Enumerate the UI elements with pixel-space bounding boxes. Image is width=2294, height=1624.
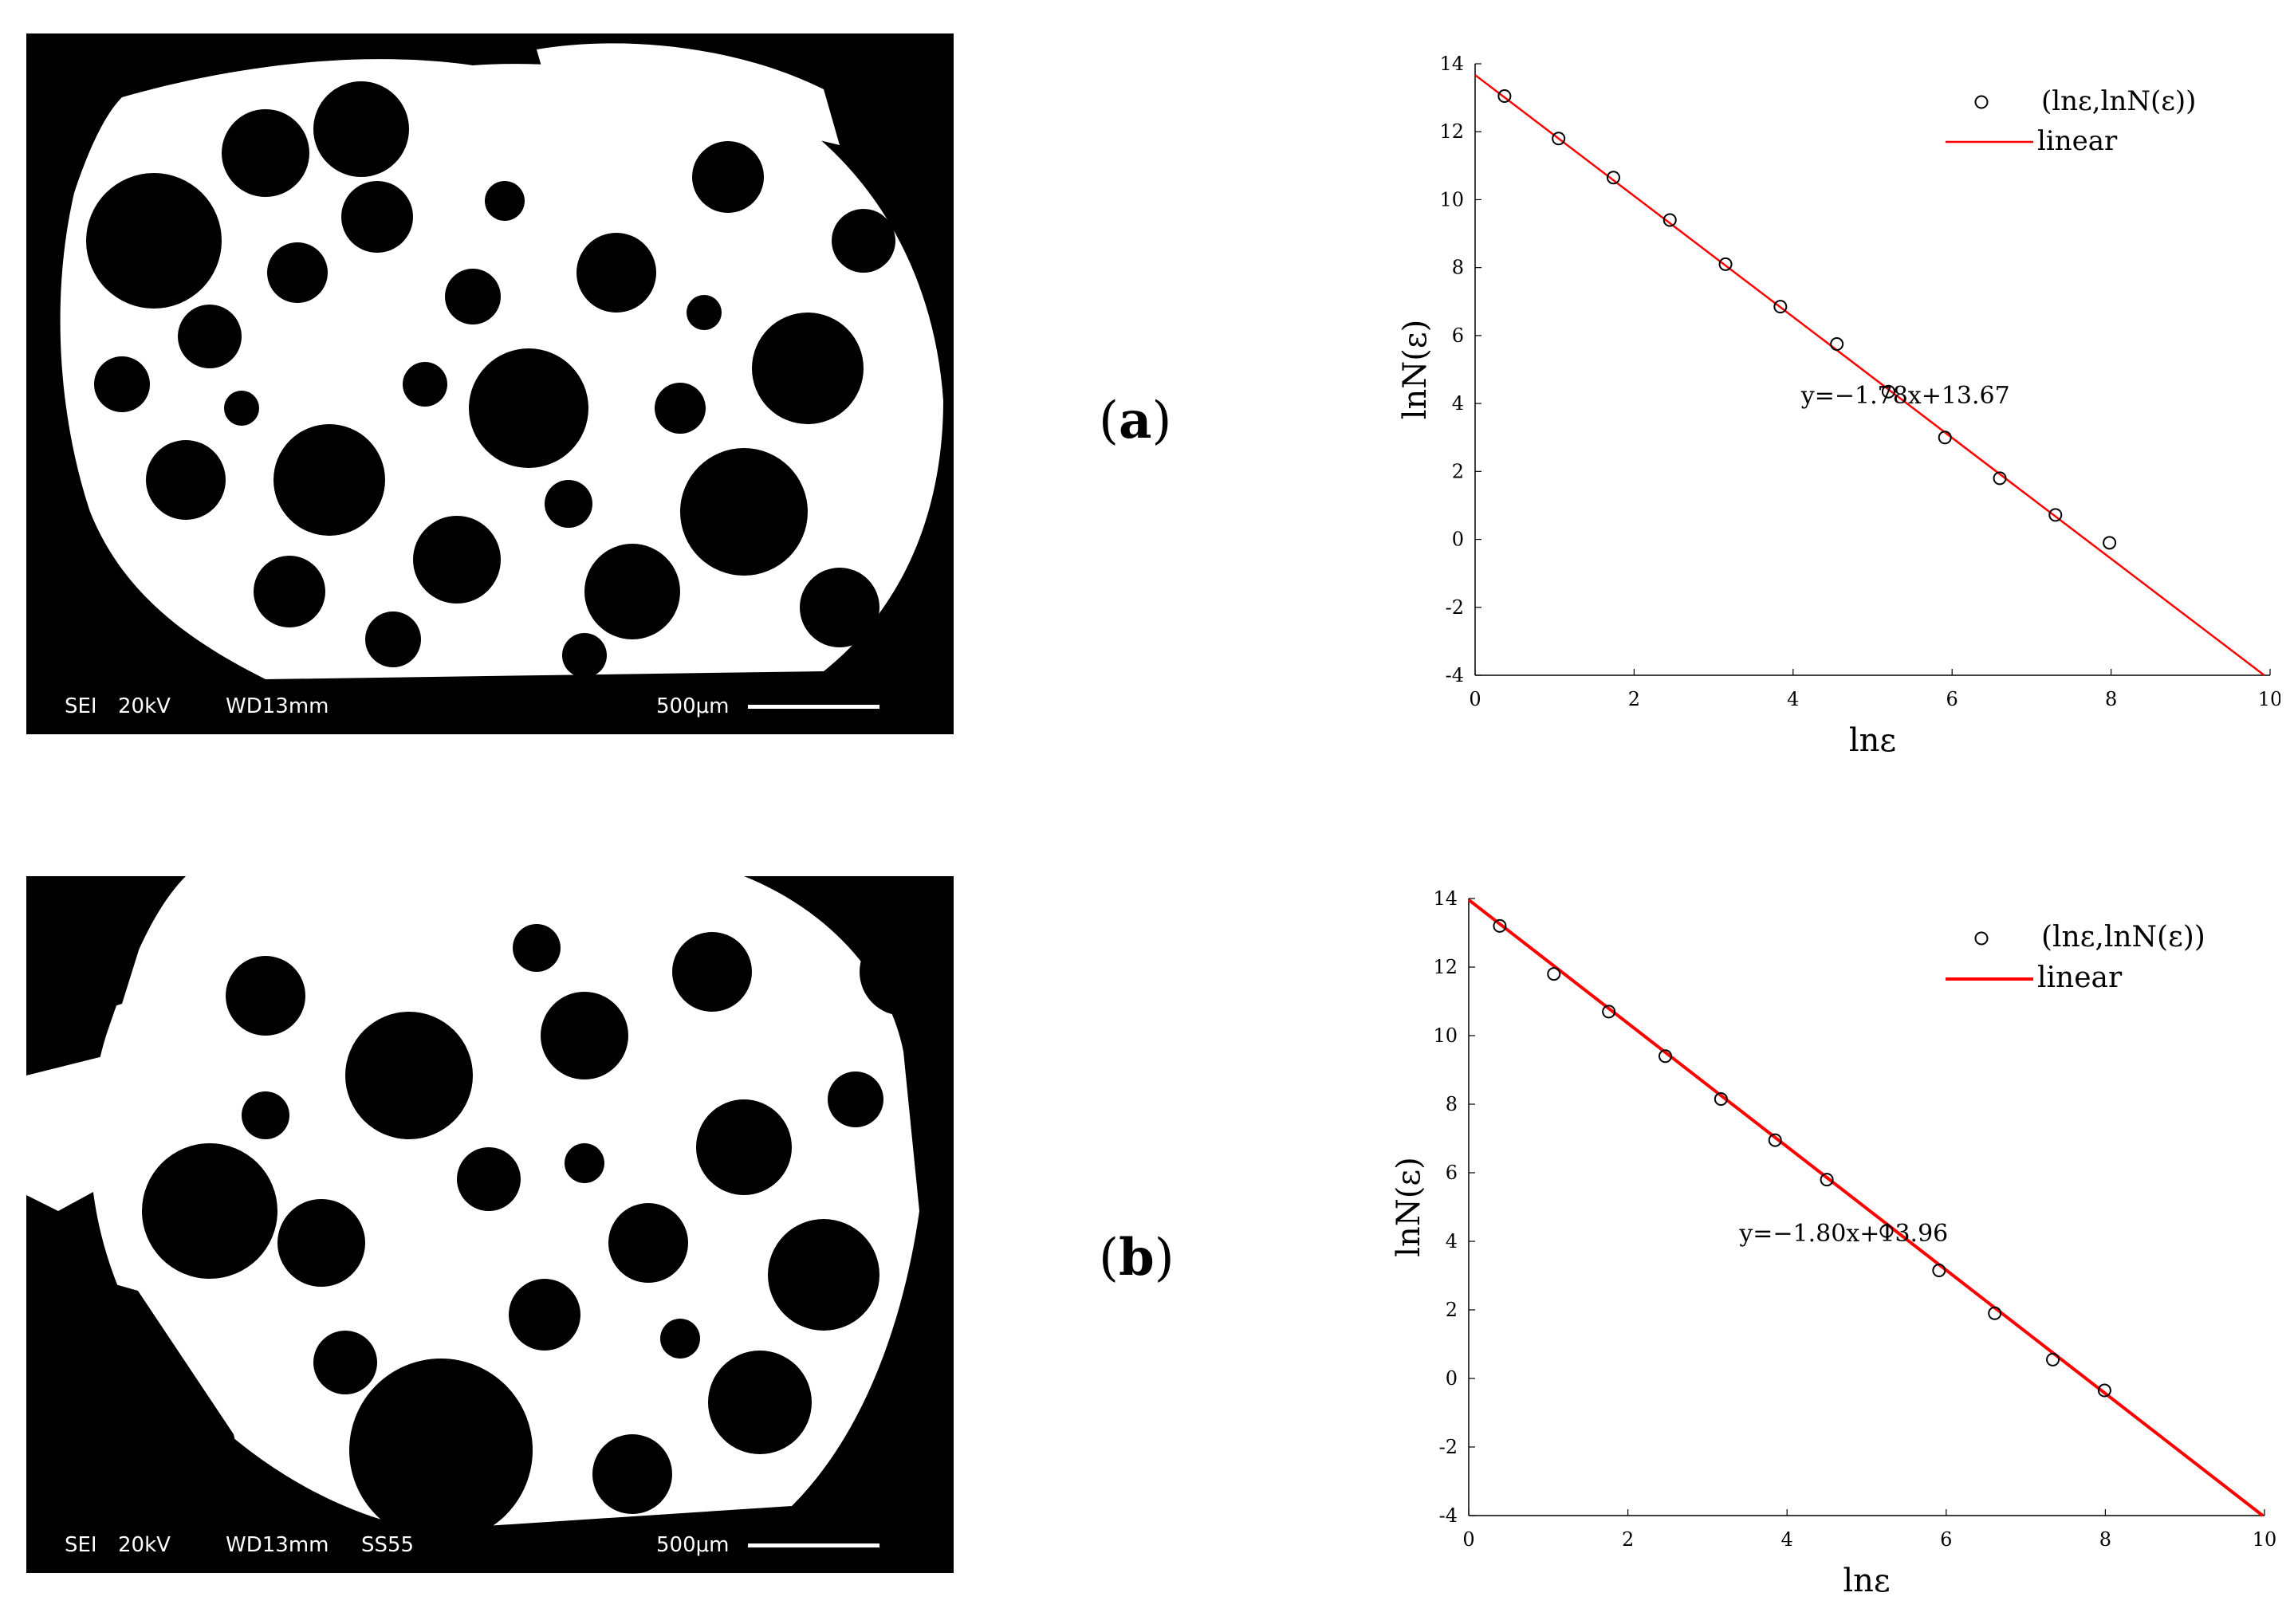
x-tick-label-a: 2 xyxy=(1628,688,1640,710)
sem-voltage-a: 20kV xyxy=(118,694,171,718)
y-tick-label-a: -2 xyxy=(1446,596,1464,619)
y-tick-label-a: 14 xyxy=(1439,53,1464,75)
data-point-a xyxy=(2048,508,2063,522)
x-tick-label-a: 4 xyxy=(1787,688,1799,710)
legend-label-scatter-a: (lnε,lnN(ε)) xyxy=(2041,85,2196,117)
sem-texture-a xyxy=(26,33,954,734)
chart-a-svg: 0 2 4 6 8 10 -4 -2 0 2 4 6 8 10 12 14 lnε lnN(ε) y=−1.78x+… xyxy=(1397,53,2282,759)
sem-sample-b: SS55 xyxy=(361,1533,415,1557)
x-tick-label-b: 0 xyxy=(1462,1528,1474,1551)
x-axis-label-a: lnε xyxy=(1849,722,1896,759)
x-tick-label-b: 8 xyxy=(2099,1528,2111,1551)
chart-b: 0 2 4 6 8 10 -4 -2 0 2 4 6 8 10 12 14 lnε lnN(ε) y=−1.80x+… xyxy=(1371,869,2280,1622)
sem-texture-b xyxy=(26,876,954,1573)
data-point-b xyxy=(1659,1049,1673,1064)
y-tick-label-b: -4 xyxy=(1439,1504,1458,1527)
x-tick-label-a: 0 xyxy=(1469,688,1481,710)
legend-label-line-a: linear xyxy=(2037,125,2118,157)
y-tick-label-a: 4 xyxy=(1452,392,1464,415)
sem-wd-b: WD13mm xyxy=(226,1533,329,1557)
scale-bar-a xyxy=(748,705,879,709)
data-point-a xyxy=(1830,337,1844,352)
legend-label-line-b: linear xyxy=(2037,961,2123,994)
legend-label-scatter-b: (lnε,lnN(ε)) xyxy=(2041,921,2205,954)
data-point-a xyxy=(1552,132,1566,146)
x-tick-label-b: 6 xyxy=(1940,1528,1952,1551)
data-point-a xyxy=(1662,213,1677,227)
data-point-a xyxy=(1718,257,1733,271)
x-axis-label-b: lnε xyxy=(1843,1563,1890,1599)
y-tick-label-b: 4 xyxy=(1446,1230,1458,1252)
fit-line-a xyxy=(1474,74,2265,676)
x-tick-label-a: 10 xyxy=(2258,688,2280,710)
x-tick-label-b: 10 xyxy=(2253,1528,2277,1551)
y-tick-label-b: 6 xyxy=(1446,1162,1458,1184)
data-point-a xyxy=(2103,536,2117,550)
y-tick-label-b: 12 xyxy=(1433,956,1458,978)
sem-wd-a: WD13mm xyxy=(226,694,329,718)
data-point-b xyxy=(1820,1173,1834,1187)
data-point-b xyxy=(1714,1092,1728,1107)
data-point-b xyxy=(2097,1383,2111,1398)
panel-label-b: (b) xyxy=(1099,1228,1175,1288)
y-tick-label-a: -4 xyxy=(1446,664,1464,686)
sem-voltage-b: 20kV xyxy=(118,1533,171,1557)
data-point-b xyxy=(1768,1133,1782,1147)
y-tick-label-a: 12 xyxy=(1439,120,1464,143)
x-tick-label-a: 8 xyxy=(2105,688,2117,710)
panel-label-a: (a) xyxy=(1099,391,1172,450)
data-point-a xyxy=(1606,171,1620,185)
y-tick-label-b: 8 xyxy=(1446,1093,1458,1115)
y-tick-label-b: 10 xyxy=(1433,1024,1458,1047)
fit-line-b xyxy=(1467,899,2264,1517)
sem-info-bar-a: SEI 20kV WD13mm 500μm xyxy=(26,678,954,734)
y-tick-label-b: -2 xyxy=(1439,1436,1458,1458)
x-tick-label-b: 4 xyxy=(1781,1528,1793,1551)
y-tick-label-a: 0 xyxy=(1452,529,1464,551)
y-axis-label-a: lnN(ε) xyxy=(1397,320,1434,420)
sem-image-b: SEI 20kV WD13mm SS55 500μm xyxy=(26,876,954,1573)
y-tick-label-a: 10 xyxy=(1439,188,1464,210)
x-tick-label-b: 2 xyxy=(1622,1528,1634,1551)
data-point-b xyxy=(1547,967,1561,981)
sem-scale-a: 500μm xyxy=(656,694,730,718)
sem-detector-b: SEI xyxy=(65,1533,97,1557)
data-point-a xyxy=(1881,384,1895,399)
equation-label-a: y=−1.78x+13.67 xyxy=(1800,382,2010,410)
data-point-b xyxy=(1602,1005,1616,1019)
data-point-a xyxy=(1938,431,1952,445)
y-tick-label-a: 2 xyxy=(1452,460,1464,482)
y-tick-label-b: 2 xyxy=(1446,1299,1458,1321)
y-tick-label-a: 8 xyxy=(1452,257,1464,279)
y-tick-label-b: 0 xyxy=(1446,1367,1458,1390)
chart-a: 0 2 4 6 8 10 -4 -2 0 2 4 6 8 10 12 14 lnε lnN(ε) y=−1.78x+… xyxy=(1371,32,2282,792)
data-point-b xyxy=(1879,1224,1894,1238)
y-tick-label-b: 14 xyxy=(1433,887,1458,910)
data-point-a xyxy=(1773,300,1788,314)
scale-bar-b xyxy=(748,1543,879,1547)
data-point-a xyxy=(1993,471,2007,486)
data-point-b xyxy=(1932,1264,1946,1278)
sem-scale-b: 500μm xyxy=(656,1533,730,1557)
data-point-b xyxy=(1988,1306,2002,1320)
sem-detector-a: SEI xyxy=(65,694,97,718)
x-tick-label-a: 6 xyxy=(1946,688,1958,710)
chart-b-svg: 0 2 4 6 8 10 -4 -2 0 2 4 6 8 10 12 14 lnε lnN(ε) y=−1.80x+… xyxy=(1391,887,2277,1599)
legend-marker-scatter-a xyxy=(1974,95,1989,109)
sem-info-bar-b: SEI 20kV WD13mm SS55 500μm xyxy=(26,1517,954,1573)
data-point-b xyxy=(2046,1352,2060,1366)
data-point-a xyxy=(1497,88,1512,103)
legend-marker-scatter-b xyxy=(1974,931,1989,946)
sem-image-a: SEI 20kV WD13mm 500μm xyxy=(26,33,954,734)
y-axis-label-b: lnN(ε) xyxy=(1391,1157,1427,1257)
data-point-b xyxy=(1493,918,1507,933)
equation-label-b: y=−1.80x+13.96 xyxy=(1738,1220,1948,1248)
y-tick-label-a: 6 xyxy=(1452,324,1464,347)
